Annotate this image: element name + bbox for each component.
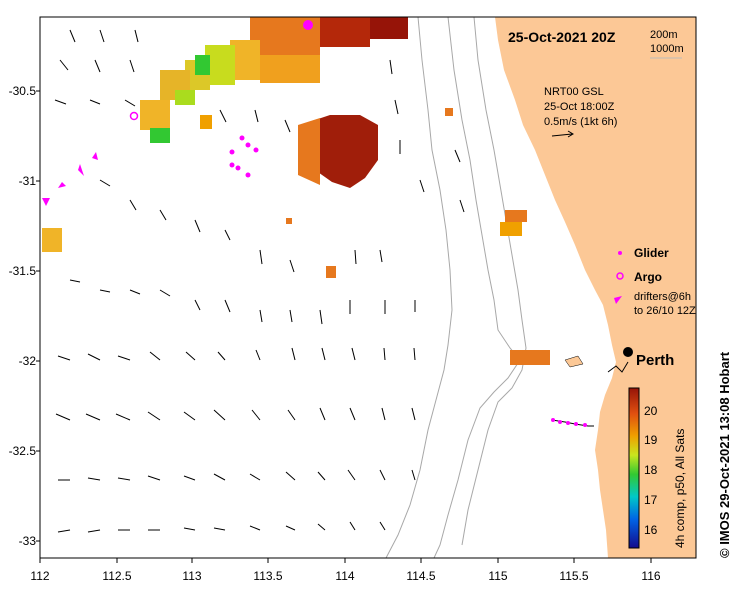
colorbar-tick: 16 — [644, 523, 658, 537]
x-tick-label: 116 — [641, 569, 660, 583]
y-tick-label: -31 — [19, 174, 37, 188]
city-label: Perth — [636, 352, 674, 369]
current-time: 25-Oct 18:00Z — [544, 101, 615, 113]
legend-glider: Glider — [634, 246, 669, 260]
current-source: NRT00 GSL — [544, 86, 604, 98]
contour-legend-1000m: 1000m — [650, 43, 684, 55]
y-axis: -30.5 -31 -31.5 -32 -32.5 -33 — [9, 84, 37, 548]
x-tick-label: 112 — [30, 569, 49, 583]
x-tick-label: 113 — [182, 569, 201, 583]
bathymetry-contours — [385, 17, 527, 558]
colorbar: 20 19 18 17 16 4h comp, p50, All Sats — [628, 387, 687, 549]
x-tick-label: 115 — [488, 569, 507, 583]
imos-credit: © IMOS 29-Oct-2021 13:08 Hobart — [717, 351, 732, 558]
y-tick-label: -31.5 — [9, 264, 37, 278]
legend-argo: Argo — [634, 270, 662, 284]
x-tick-label: 115.5 — [559, 569, 588, 583]
drifter-tracks — [42, 152, 98, 206]
colorbar-tick: 17 — [644, 493, 658, 507]
current-vectors — [54, 29, 465, 533]
contour-legend-200m: 200m — [650, 29, 678, 41]
land-mass — [495, 17, 696, 558]
legend-drifters-window: to 26/10 12Z — [634, 305, 696, 317]
y-tick-label: -30.5 — [9, 84, 37, 98]
perth-marker — [623, 347, 633, 357]
x-tick-label: 113.5 — [253, 569, 282, 583]
sst-patches — [42, 17, 550, 365]
current-scale: 0.5m/s (1kt 6h) — [544, 116, 617, 128]
argo-marker — [129, 111, 139, 121]
argo-markers — [229, 135, 259, 178]
x-tick-label: 114.5 — [406, 569, 435, 583]
legend-drifters: drifters@6h — [634, 291, 691, 303]
y-tick-label: -33 — [19, 534, 37, 548]
legend: Glider Argo drifters@6h to 26/10 12Z — [614, 246, 696, 317]
colorbar-label: 4h comp, p50, All Sats — [673, 429, 687, 548]
y-tick-label: -32.5 — [9, 444, 37, 458]
x-axis: 112 112.5 113 113.5 114 114.5 115 115.5 … — [30, 569, 660, 583]
colorbar-tick: 20 — [644, 404, 658, 418]
colorbar-tick: 19 — [644, 433, 658, 447]
colorbar-tick: 18 — [644, 463, 658, 477]
x-tick-label: 112.5 — [102, 569, 131, 583]
x-tick-label: 114 — [335, 569, 354, 583]
y-tick-label: -32 — [19, 354, 37, 368]
map-title: 25-Oct-2021 20Z — [508, 29, 616, 45]
